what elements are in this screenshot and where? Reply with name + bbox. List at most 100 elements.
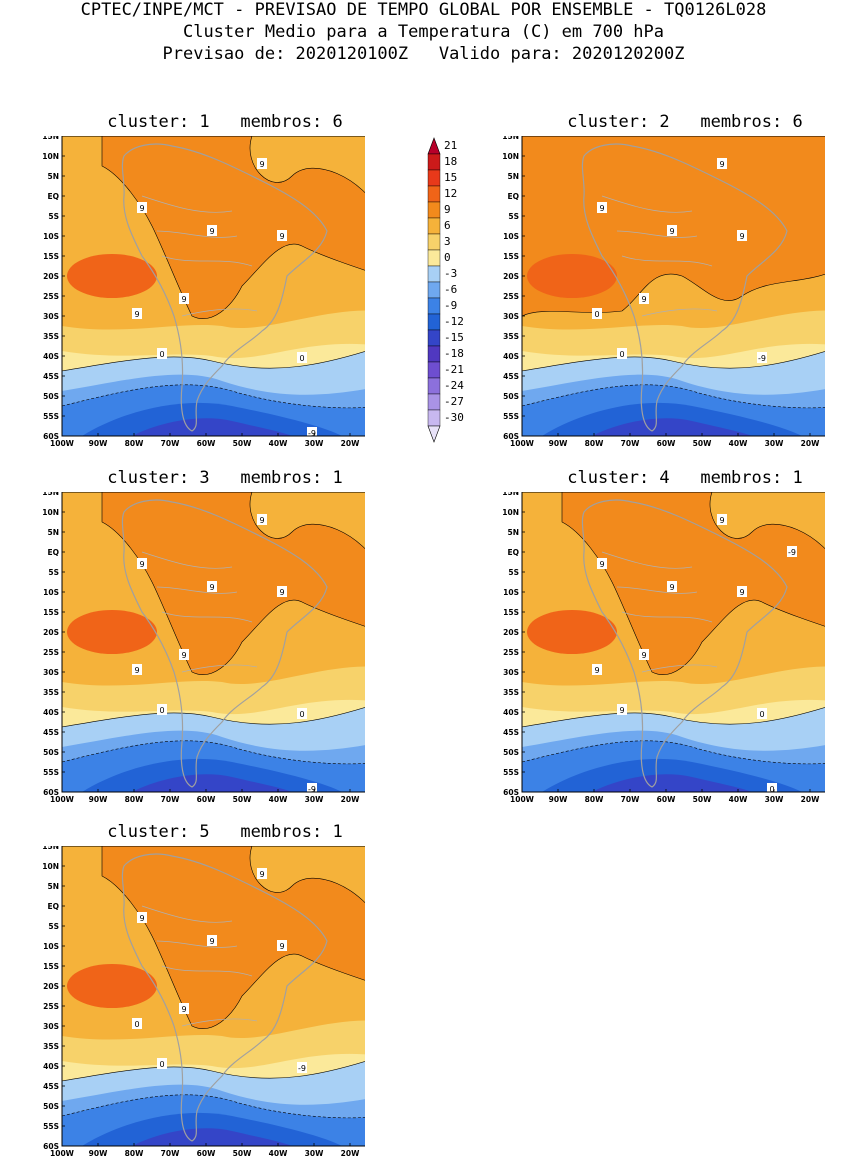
contour-label: 9: [179, 293, 189, 304]
lon-tick-label: 70W: [161, 1149, 180, 1158]
svg-text:9: 9: [669, 583, 674, 592]
lat-tick-label: 45S: [503, 728, 519, 737]
colorbar-swatch: [427, 153, 441, 171]
contour-label: 9: [179, 649, 189, 660]
lon-tick-label: 50W: [693, 439, 712, 448]
svg-text:9: 9: [279, 942, 284, 951]
lat-tick-label: 25S: [43, 648, 59, 657]
contour-label: 0: [157, 1058, 167, 1069]
field-9-12: [561, 492, 825, 675]
svg-text:9: 9: [599, 560, 604, 569]
field-m15-m12: [132, 774, 292, 792]
lon-tick-label: 90W: [549, 439, 568, 448]
lat-tick-label: 15N: [502, 492, 519, 497]
country-borders: [141, 195, 258, 317]
contour-label: 9: [257, 514, 267, 525]
colorbar-swatch: [427, 249, 441, 267]
svg-text:0: 0: [159, 350, 164, 359]
colorbar-label: 21: [444, 139, 457, 152]
svg-text:9: 9: [619, 706, 624, 715]
lat-tick-label: 10S: [43, 232, 59, 241]
colorbar-label: -15: [444, 331, 464, 344]
svg-text:9: 9: [139, 560, 144, 569]
lat-tick-label: 10S: [503, 588, 519, 597]
contour-label: 9: [137, 202, 147, 213]
svg-text:0: 0: [759, 710, 764, 719]
contour-label: 0: [767, 783, 777, 794]
lat-tick-label: 15N: [502, 136, 519, 141]
south-america-outline: [121, 853, 328, 1142]
lat-tick-label: 55S: [503, 412, 519, 421]
svg-text:9: 9: [209, 937, 214, 946]
lon-tick-label: 40W: [269, 1149, 288, 1158]
lat-tick-label: 55S: [43, 1122, 59, 1131]
map-panel-5: cluster: 5 membros: 1 9 9 9 9 9 0 0 -9 15N 10N 5N E…: [20, 822, 365, 1176]
lat-tick-label: 40S: [43, 1062, 59, 1071]
lat-tick-label: 5N: [508, 528, 520, 537]
svg-text:9: 9: [259, 870, 264, 879]
lat-tick-label: 60S: [503, 788, 519, 797]
colorbar-swatch: [427, 201, 441, 219]
lon-tick-label: 80W: [585, 795, 604, 804]
colorbar-label: -9: [444, 299, 457, 312]
plot-frame: [521, 492, 825, 793]
contour-label: 9: [207, 581, 217, 592]
lat-tick-label: 40S: [43, 708, 59, 717]
contour-label: 9: [137, 912, 147, 923]
colorbar-swatch: [427, 361, 441, 379]
svg-text:9: 9: [259, 516, 264, 525]
south-america-outline: [121, 143, 328, 432]
lat-tick-label: 60S: [43, 432, 59, 441]
lon-tick-label: 100W: [50, 439, 75, 448]
contour-label: 9: [597, 202, 607, 213]
svg-text:9: 9: [139, 204, 144, 213]
lat-tick-label: 5N: [48, 528, 60, 537]
contour-label: 0: [297, 352, 307, 363]
map-canvas: 9 9 9 9 9 9 0 0 -9 15N 10N 5N EQ 5S 10S 15S 20S 25S 30S 35S…: [42, 136, 365, 448]
contour-label: 9: [717, 514, 727, 525]
country-borders: [141, 905, 258, 1027]
south-america-outline: [581, 499, 788, 788]
contour-label: 0: [617, 348, 627, 359]
lat-tick-label: 30S: [43, 668, 59, 677]
map-canvas: 9 9 9 9 9 0 0 -9 15N 10N 5N EQ 5S 10S 15S 20S 25S 30S 35S 4…: [502, 136, 825, 448]
contour-label: 9: [277, 230, 287, 241]
lat-tick-label: 20S: [503, 628, 519, 637]
colorbar-swatch: [427, 393, 441, 411]
lat-tick-label: 55S: [43, 768, 59, 777]
svg-text:-9: -9: [788, 548, 796, 557]
colorbar-swatch: [427, 313, 441, 331]
lon-tick-label: 50W: [693, 795, 712, 804]
lat-tick-label: 25S: [503, 648, 519, 657]
plot-frame: [61, 846, 365, 1147]
svg-text:9: 9: [209, 227, 214, 236]
map-canvas: 9 9 9 9 9 9 0 0 -9 15N 10N 5N EQ 5S 10S 15S 20S 25S 30S 35S…: [42, 492, 365, 804]
lon-tick-label: 20W: [801, 795, 820, 804]
header-title-line3: Previsao de: 2020120100Z Valido para: 20…: [162, 44, 685, 64]
lat-tick-label: 15S: [43, 252, 59, 261]
panel-title: cluster: 3 membros: 1: [107, 468, 343, 488]
contour-label: -9: [307, 427, 317, 438]
lat-tick-label: 15S: [43, 962, 59, 971]
svg-text:9: 9: [134, 310, 139, 319]
contour-label: 9: [132, 308, 142, 319]
lat-tick-label: 25S: [43, 292, 59, 301]
colorbar-label: 9: [444, 203, 451, 216]
lon-tick-label: 70W: [161, 795, 180, 804]
lon-tick-label: 30W: [305, 439, 324, 448]
colorbar-label: -27: [444, 395, 464, 408]
panel-title: cluster: 2 membros: 6: [567, 112, 803, 132]
lon-tick-label: 100W: [50, 795, 75, 804]
lat-tick-label: 5N: [48, 882, 60, 891]
contour-label: 9: [132, 664, 142, 675]
field-m15-m12: [592, 774, 752, 792]
lon-tick-label: 50W: [233, 1149, 252, 1158]
lat-tick-label: EQ: [508, 192, 520, 201]
svg-text:0: 0: [769, 785, 774, 794]
lon-tick-label: 100W: [510, 439, 535, 448]
contour-label: 9: [179, 1003, 189, 1014]
lat-tick-label: 30S: [503, 312, 519, 321]
svg-text:-9: -9: [308, 429, 316, 438]
contour-label: 9: [667, 581, 677, 592]
lon-tick-label: 60W: [197, 795, 216, 804]
